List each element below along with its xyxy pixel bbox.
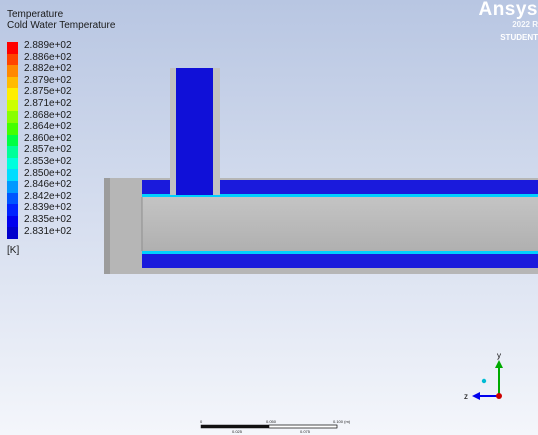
color-bar-segment bbox=[7, 99, 18, 112]
legend-tick-label: 2.857e+02 bbox=[24, 144, 72, 156]
color-bar-segment bbox=[7, 192, 18, 205]
top-flow-band bbox=[142, 180, 538, 194]
scale-label: 0.025 bbox=[232, 429, 243, 434]
inlet-flow bbox=[176, 68, 213, 195]
legend-tick-label: 2.835e+02 bbox=[24, 213, 72, 225]
scale-label: 0.050 bbox=[266, 419, 277, 424]
legend-ticks: 2.889e+02 2.886e+02 2.882e+02 2.879e+02 2.87… bbox=[24, 40, 72, 237]
color-bar-segment bbox=[7, 227, 18, 239]
axis-z-label: z bbox=[464, 392, 468, 401]
inner-core bbox=[142, 197, 538, 251]
legend-tick-label: 2.850e+02 bbox=[24, 167, 72, 179]
color-bar-segment bbox=[7, 169, 18, 181]
color-bar-segment bbox=[7, 180, 18, 193]
legend-tick-label: 2.842e+02 bbox=[24, 190, 72, 202]
student-label: STUDENT bbox=[500, 33, 538, 42]
color-bar-segment bbox=[7, 123, 18, 135]
scale-label: 0 bbox=[200, 419, 203, 424]
scale-bar bbox=[200, 424, 338, 429]
color-bar-segment bbox=[7, 204, 18, 216]
color-bar bbox=[7, 42, 18, 239]
bottom-flow-highlight bbox=[142, 251, 538, 254]
ansys-logo: Ansys bbox=[478, 0, 538, 20]
legend-tick-label: 2.868e+02 bbox=[24, 109, 72, 121]
legend-tick-label: 2.871e+02 bbox=[24, 97, 72, 109]
legend-title: Temperature bbox=[7, 9, 64, 20]
scale-label: 0.100 (m) bbox=[333, 419, 351, 424]
legend-tick-label: 2.839e+02 bbox=[24, 202, 72, 214]
color-bar-segment bbox=[7, 215, 18, 228]
legend-subtitle: Cold Water Temperature bbox=[7, 20, 116, 31]
legend-tick-label: 2.879e+02 bbox=[24, 74, 72, 86]
color-bar-segment bbox=[7, 146, 18, 158]
legend-tick-label: 2.875e+02 bbox=[24, 86, 72, 98]
legend-tick-label: 2.864e+02 bbox=[24, 121, 72, 133]
color-bar-segment bbox=[7, 88, 18, 100]
color-bar-segment bbox=[7, 157, 18, 170]
legend-tick-label: 2.889e+02 bbox=[24, 40, 72, 51]
legend-tick-label: 2.831e+02 bbox=[24, 225, 72, 237]
top-flow-highlight bbox=[142, 194, 538, 197]
color-bar-segment bbox=[7, 111, 18, 124]
legend-tick-label: 2.853e+02 bbox=[24, 155, 72, 167]
legend-tick-label: 2.860e+02 bbox=[24, 132, 72, 144]
color-bar-segment bbox=[7, 76, 18, 89]
axis-y-label: y bbox=[497, 351, 501, 360]
color-bar-segment bbox=[7, 42, 18, 54]
axis-triad[interactable] bbox=[472, 360, 503, 400]
ansys-branding: Ansys 2022 R STUDENT bbox=[478, 0, 538, 44]
bottom-flow-band bbox=[142, 254, 538, 268]
legend-tick-label: 2.882e+02 bbox=[24, 63, 72, 75]
pipe-end-cap bbox=[104, 178, 110, 274]
color-bar-segment bbox=[7, 65, 18, 77]
color-bar-segment bbox=[7, 134, 18, 147]
legend-tick-label: 2.846e+02 bbox=[24, 179, 72, 191]
version-label: 2022 R bbox=[512, 20, 538, 29]
scale-label: 0.075 bbox=[300, 429, 311, 434]
color-bar-segment bbox=[7, 53, 18, 66]
legend-tick-label: 2.886e+02 bbox=[24, 51, 72, 63]
legend-unit: [K] bbox=[7, 245, 20, 256]
